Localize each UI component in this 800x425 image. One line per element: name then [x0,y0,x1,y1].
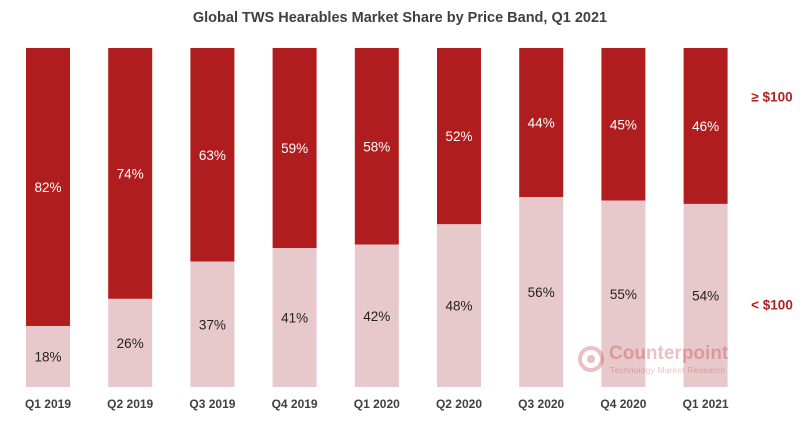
bar-budget-9 [683,203,728,387]
data-label-premium-4: 59% [281,141,308,156]
data-label-premium-9: 46% [692,119,719,134]
bar-premium-7 [519,48,564,198]
x-tick-label-3: Q3 2019 [189,397,235,411]
x-tick-label-9: Q1 2021 [683,397,729,411]
bar-budget-7 [519,197,564,387]
legend-label-premium: ≥ $100 [751,89,792,104]
bar-budget-6 [437,224,481,387]
counterpoint-watermark: Counterpoint Technology Market Research [576,343,728,379]
x-tick-label-5: Q1 2020 [354,397,400,411]
bar-premium-4 [272,48,317,249]
bar-premium-1 [26,48,70,326]
bar-budget-8 [601,200,646,387]
x-tick-label-2: Q2 2019 [107,397,153,411]
bar-premium-3 [190,48,235,262]
bar-budget-2 [108,298,153,387]
data-label-premium-1: 82% [34,180,61,195]
chart-title: Global TWS Hearables Market Share by Pri… [192,10,608,26]
data-label-budget-1: 18% [34,349,61,364]
bar-premium-2 [108,48,153,299]
data-label-premium-2: 74% [117,166,144,181]
bar-premium-6 [437,48,481,225]
x-tick-label-4: Q4 2019 [272,397,318,411]
data-label-premium-8: 45% [610,117,637,132]
data-label-budget-7: 56% [528,285,555,300]
data-label-budget-6: 48% [445,299,472,314]
data-label-premium-6: 52% [445,129,472,144]
x-tick-label-8: Q4 2020 [600,397,646,411]
data-label-premium-7: 44% [528,116,555,131]
bar-budget-5 [354,244,399,387]
x-tick-label-6: Q2 2020 [436,397,482,411]
data-label-premium-5: 58% [363,139,390,154]
data-label-budget-4: 41% [281,311,308,326]
x-tick-label-1: Q1 2019 [25,397,71,411]
bar-budget-4 [272,248,317,387]
data-label-budget-8: 55% [610,287,637,302]
data-label-budget-3: 37% [199,317,226,332]
watermark-tagline: Technology Market Research [610,365,726,375]
bar-budget-3 [190,261,235,387]
data-label-budget-9: 54% [692,288,719,303]
x-tick-label-7: Q3 2020 [518,397,564,411]
bar-premium-9 [683,48,728,204]
bar-budget-1 [26,325,70,387]
counterpoint-logo-icon [578,346,604,372]
watermark-brand: Counterpoint [609,343,729,364]
data-label-premium-3: 63% [199,148,226,163]
data-label-budget-5: 42% [363,309,390,324]
data-label-budget-2: 26% [117,336,144,351]
bar-premium-8 [601,48,646,201]
bar-premium-5 [354,48,399,245]
legend-label-budget: < $100 [751,298,793,313]
